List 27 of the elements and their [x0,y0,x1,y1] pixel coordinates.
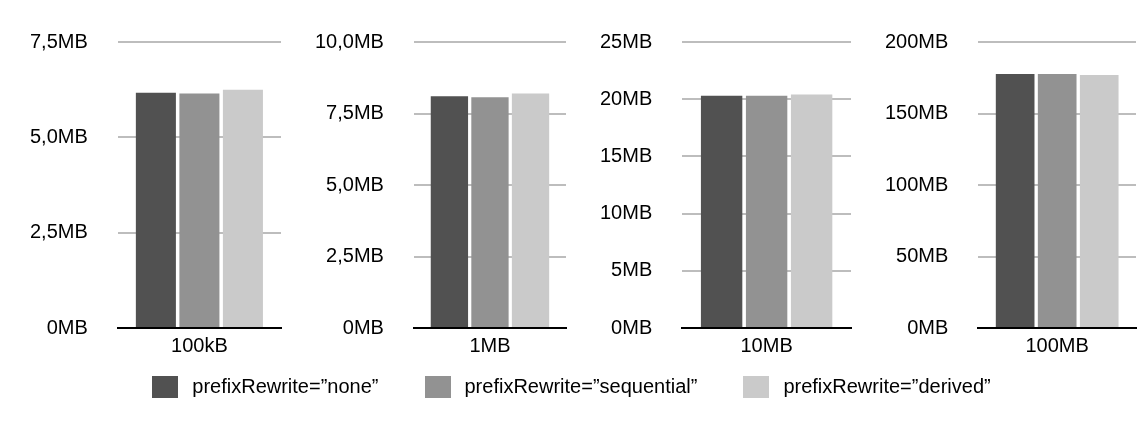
y-tick-label: 5,0MB [29,124,88,147]
y-tick-label: 2,5MB [29,220,88,243]
y-tick-label: 20MB [600,86,653,109]
legend-label: prefixRewrite=”none” [192,375,379,398]
y-tick-label: 25MB [600,29,653,52]
y-tick-label: 5MB [611,258,653,281]
x-tick-label: 10MB [740,333,793,356]
y-tick-label: 150MB [884,101,949,124]
y-tick-label: 7,5MB [326,101,384,124]
y-tick-label: 10MB [600,201,653,224]
y-tick-label: 5,0MB [326,172,384,195]
legend-label: prefixRewrite=”derived” [783,375,991,398]
y-tick-label: 0MB [611,315,653,338]
legend-label: prefixRewrite=”sequential” [464,375,698,398]
y-tick-label: 7,5MB [29,29,88,52]
y-tick-label: 0MB [907,315,949,338]
x-tick-label: 100MB [1025,333,1089,356]
y-tick-label: 15MB [600,143,653,166]
y-tick-label: 0MB [342,315,384,338]
x-tick-label: 1MB [469,333,511,356]
y-tick-label: 0MB [46,315,88,338]
y-tick-label: 200MB [884,29,949,52]
x-tick-label: 100kB [171,333,228,356]
y-tick-label: 2,5MB [326,244,384,267]
y-tick-label: 50MB [896,244,949,267]
y-tick-label: 10,0MB [314,29,384,52]
y-tick-label: 100MB [884,172,949,195]
